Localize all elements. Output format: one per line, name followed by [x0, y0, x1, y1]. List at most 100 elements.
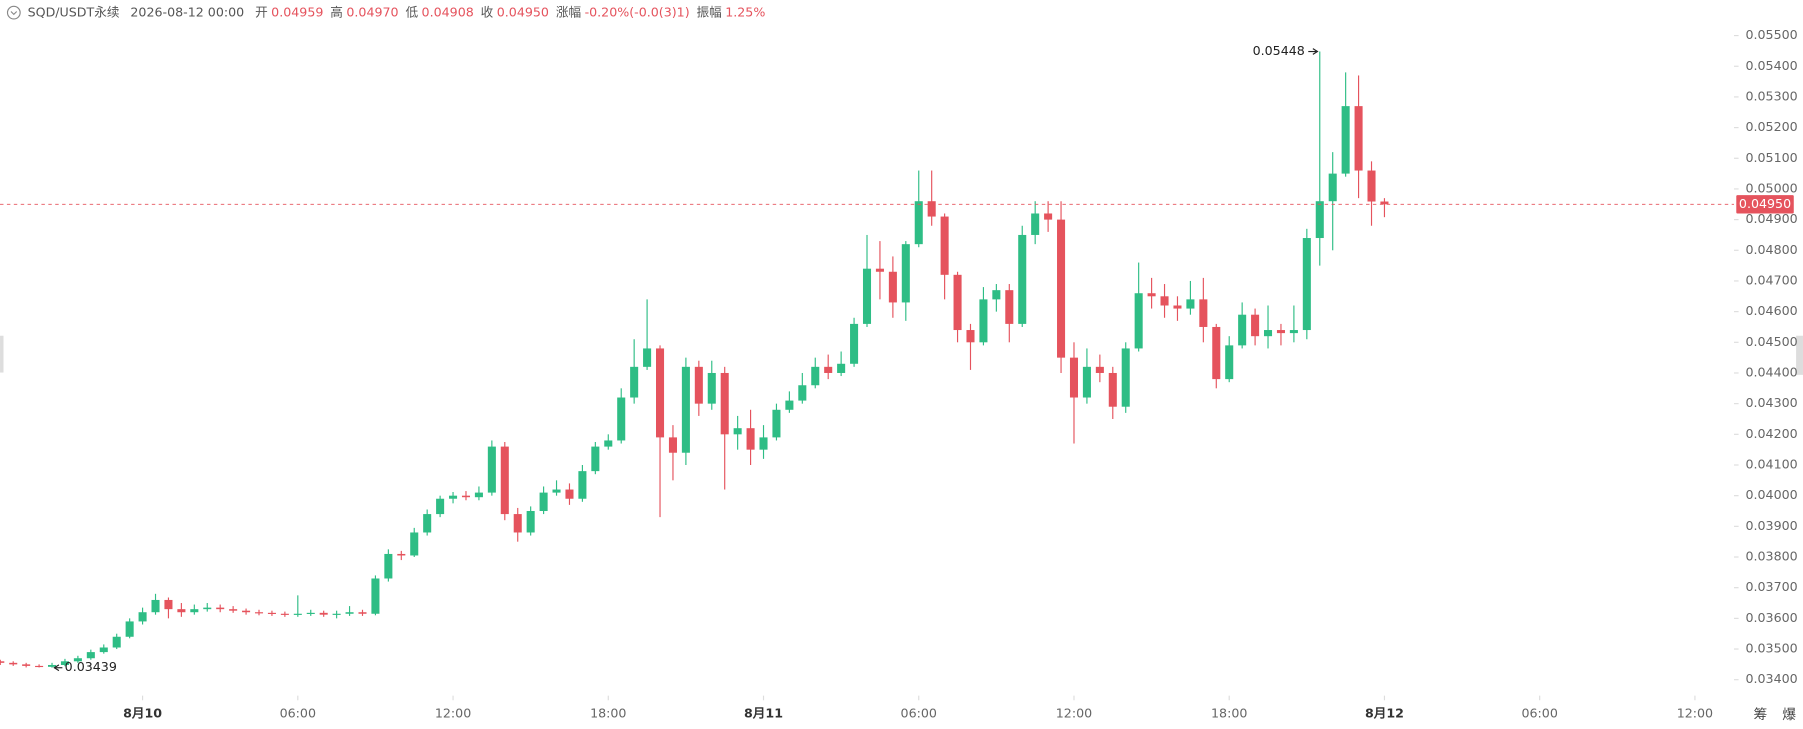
candle-body: [888, 271, 897, 303]
candle-body: [345, 612, 354, 614]
candle-body: [707, 372, 716, 404]
y-tick-label: 0.05300: [1745, 88, 1797, 103]
candle-body: [1302, 238, 1311, 331]
candle-body: [1108, 372, 1117, 407]
y-tick-label: 0.04500: [1745, 334, 1797, 349]
candle-body: [1251, 314, 1260, 337]
info-label: 开: [255, 4, 268, 19]
y-tick-label: 0.03800: [1745, 549, 1797, 564]
candle-body: [927, 201, 936, 217]
candle-body: [280, 613, 289, 615]
info-label: 振幅: [697, 4, 722, 19]
y-tick-label: 0.05200: [1745, 119, 1797, 134]
candle-body: [1082, 366, 1091, 398]
candle-body: [332, 613, 341, 615]
candle-body: [901, 244, 910, 303]
candle-body: [86, 652, 95, 659]
candle-body: [733, 428, 742, 435]
y-tick-label: 0.05500: [1745, 27, 1797, 42]
candle-body: [552, 489, 561, 493]
candle-body: [216, 607, 225, 610]
x-tick-label: 06:00: [280, 706, 316, 721]
info-value: 0.04970: [346, 4, 398, 19]
candle-body: [992, 290, 1001, 300]
info-value: -0.20%(-0.0(3)1): [585, 4, 690, 19]
candle-body: [643, 348, 652, 367]
tool-button[interactable]: 爆: [1782, 707, 1796, 723]
candle-body: [73, 658, 82, 662]
candle-body: [138, 612, 147, 622]
candle-body: [1199, 299, 1208, 327]
candle-body: [461, 495, 471, 498]
candle-body: [759, 437, 768, 450]
x-tick-label: 18:00: [1211, 706, 1247, 721]
x-tick-label: 8月10: [123, 706, 162, 721]
max-label: 0.05448: [1253, 43, 1305, 58]
candle-body: [474, 492, 483, 498]
candle-body: [1367, 170, 1376, 202]
candle-body: [1005, 290, 1014, 324]
candle-body: [513, 514, 522, 533]
y-tick-label: 0.04900: [1745, 211, 1797, 226]
left-handle[interactable]: [0, 335, 4, 373]
candle-body: [785, 400, 794, 410]
y-tick-label: 0.03600: [1745, 610, 1797, 625]
y-tick-label: 0.05000: [1745, 180, 1797, 195]
info-value: 0.04950: [497, 4, 549, 19]
candle-body: [9, 662, 18, 665]
candle-body: [824, 366, 833, 373]
candle-body: [267, 612, 276, 614]
candle-body: [1264, 330, 1273, 337]
candle-body: [1380, 201, 1389, 205]
y-tick-label: 0.04800: [1745, 242, 1797, 257]
candle-body: [397, 553, 406, 556]
y-tick-label: 0.03400: [1745, 671, 1797, 686]
candle-body: [630, 366, 639, 398]
x-tick-label: 12:00: [1677, 706, 1713, 721]
candle-body: [656, 348, 665, 438]
candle-body: [358, 612, 367, 614]
candle-body: [668, 437, 677, 453]
candle-body: [1160, 296, 1169, 306]
candle-body: [500, 446, 509, 515]
candle-body: [979, 299, 988, 343]
candle-body: [526, 511, 535, 533]
candle-body: [1095, 366, 1104, 373]
candle-body: [1018, 234, 1027, 324]
max-arrow-head: [1312, 48, 1319, 55]
y-tick-label: 0.05400: [1745, 58, 1797, 73]
candle-body: [125, 621, 134, 637]
y-tick-label: 0.04300: [1745, 395, 1797, 410]
right-handle[interactable]: [1796, 335, 1803, 375]
current-price-tag: [1736, 195, 1794, 214]
info-label: 低: [405, 4, 418, 19]
candle-body: [1315, 201, 1324, 239]
info-bar: SQD/USDT永续 2026-08-12 00:00 开 0.04959 高 0.0…: [28, 4, 766, 19]
candle-body: [1225, 345, 1234, 380]
candle-body: [746, 428, 755, 450]
candle-body: [436, 498, 445, 515]
candle-body: [604, 440, 613, 447]
y-tick-label: 0.05100: [1745, 150, 1797, 165]
candle-body: [798, 385, 807, 401]
min-label: 0.03439: [65, 659, 117, 674]
tool-button[interactable]: 筹: [1754, 706, 1768, 723]
candle-body: [1276, 330, 1285, 334]
candle-body: [1069, 357, 1079, 398]
candle-body: [681, 366, 690, 453]
candle-body: [565, 489, 574, 499]
info-label: 涨幅: [556, 4, 581, 19]
candle-body: [306, 612, 315, 614]
candle-body: [1328, 173, 1337, 202]
candle-body: [1173, 305, 1182, 309]
collapse-icon[interactable]: [6, 5, 21, 20]
candle-body: [720, 372, 729, 435]
candle-body: [164, 599, 173, 610]
current-price-label: 0.04950: [1739, 196, 1791, 211]
info-value: 0.04908: [422, 4, 474, 19]
candle-body: [384, 553, 393, 579]
candle-body: [242, 610, 251, 613]
candle-body: [772, 409, 781, 438]
y-tick-label: 0.04400: [1745, 364, 1797, 379]
candle-body: [811, 366, 820, 386]
